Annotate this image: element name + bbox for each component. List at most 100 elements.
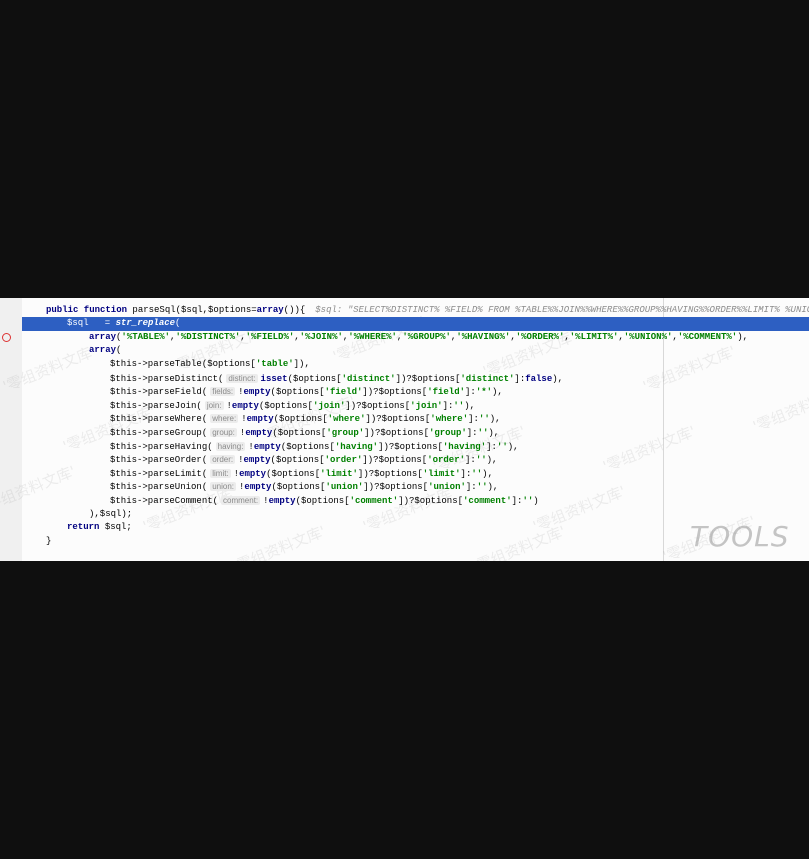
code-token: 'table' (255, 359, 294, 369)
code-line: */ (0, 298, 809, 304)
code-token: ])?$options[ (362, 455, 428, 466)
code-token: '%TABLE%' (121, 331, 171, 342)
code-token: ) (533, 496, 539, 506)
code-token: ])?$options[ (398, 496, 464, 506)
right-margin (663, 298, 664, 561)
breakpoint[interactable] (2, 333, 11, 342)
code-token: ])?$options[ (395, 373, 461, 384)
code-token: '%WHERE%' (348, 331, 397, 342)
code-token: $sql = (67, 318, 116, 329)
code-token: 'union' (325, 482, 364, 493)
code-token: , (672, 331, 678, 342)
code-token: ), (488, 428, 500, 438)
code-token: '' (522, 496, 534, 506)
code-token: ]: (465, 387, 476, 398)
code-line: $this->parseLimit(limit: !empty($options[… (0, 467, 809, 481)
parameter-hint: comment: (221, 496, 261, 505)
code-token: ! (263, 496, 269, 506)
parameter-hint: having: (215, 441, 246, 451)
code-token: ), (507, 441, 519, 452)
code-token: 'field' (324, 387, 363, 398)
code-token: $this->parseTable($options[ (110, 359, 256, 369)
code-token: ( (116, 331, 122, 342)
code-token: ])?$options[ (345, 400, 411, 411)
code-token: ), (492, 387, 503, 398)
code-token: ! (238, 455, 244, 466)
code-token: isset (260, 373, 288, 384)
code-token: '' (496, 441, 508, 452)
code-token: '%GROUP%' (402, 331, 451, 342)
code-line: $this->parseField(fields: !empty($options… (0, 385, 809, 399)
code-token: $sql; (104, 522, 132, 533)
code-token: ]: (511, 496, 523, 506)
code-token: */ (46, 298, 57, 301)
code-token: '%LIMIT%' (569, 331, 619, 342)
code-token: empty (253, 441, 281, 452)
code-token: 'join' (410, 400, 443, 411)
code-token: 'where' (430, 414, 469, 425)
code-token: 'group' (326, 428, 365, 438)
code-token: array (256, 304, 284, 315)
code-token: $this->parseLimit( (110, 468, 208, 479)
code-line: $this->parseGroup(group: !empty($options[… (0, 426, 809, 440)
code-token: ), (486, 455, 498, 466)
code-token: ]: (465, 482, 477, 493)
code-token: } (46, 535, 52, 546)
code-token: empty (244, 482, 272, 493)
code-line: $sql = str_replace( (22, 317, 809, 331)
code-token: , (240, 331, 246, 342)
code-token: '*' (475, 387, 493, 398)
code-token: ($options[ (258, 400, 313, 411)
code-line: $this->parseTable($options['table']), (0, 358, 809, 372)
code-token: false (525, 373, 553, 384)
code-token: '' (471, 468, 483, 479)
code-token: return (67, 522, 105, 533)
code-token: $this->parseDistinct( (110, 373, 224, 384)
code-token: '%JOIN%' (299, 331, 343, 342)
parameter-hint: join: (204, 400, 224, 410)
code-token: , (450, 331, 457, 342)
code-token: 'order' (324, 455, 363, 466)
code-token: str_replace (115, 318, 176, 329)
code-line: $this->parseDistinct(distinct: isset($opt… (0, 372, 809, 386)
code-token: , (170, 331, 176, 342)
code-token: '' (475, 455, 487, 466)
code-token: ])?$options[ (378, 441, 443, 452)
parameter-hint: where: (210, 414, 239, 424)
code-token: ]: (468, 414, 479, 425)
code-token: ($options[ (270, 455, 325, 466)
code-token: ! (238, 387, 244, 398)
code-token: $this->parseOrder( (110, 455, 208, 466)
code-token: $this->parseHaving( (110, 441, 213, 452)
code-token: ($options[ (280, 441, 335, 452)
parameter-hint: order: (210, 455, 236, 465)
code-token: ]: (466, 428, 478, 438)
code-token: ($options[ (270, 387, 325, 398)
code-token: , (342, 331, 349, 342)
code-token: ]: (465, 455, 476, 466)
code-token: array (89, 345, 117, 356)
code-token: ), (487, 482, 499, 493)
code-token: ), (489, 414, 501, 425)
code-line: $this->parseJoin(join: !empty($options['j… (0, 399, 809, 413)
code-token: '' (478, 414, 490, 425)
code-token: ]: (460, 468, 472, 479)
code-token: 'limit' (422, 468, 461, 479)
code-token: '%COMMENT%' (677, 331, 738, 342)
parameter-hint: fields: (210, 387, 236, 397)
code-token: , (510, 331, 516, 342)
code-token: ($options[ (271, 482, 326, 493)
code-token: '%DISTINCT%' (175, 331, 241, 342)
code-token: '' (476, 482, 488, 493)
code-line: array('%TABLE%','%DISTINCT%','%FIELD%','… (0, 331, 809, 345)
code-token: empty (243, 455, 271, 466)
logo: TOOLS (690, 520, 790, 553)
code-token: 'field' (427, 387, 465, 398)
code-line: $this->parseComment(comment: !empty($opti… (0, 494, 809, 508)
code-token: , (294, 331, 300, 342)
code-token: ])?$options[ (364, 428, 429, 438)
code-token: 'comment' (349, 496, 399, 506)
code-token: '' (453, 400, 465, 411)
code-token: ($options[ (272, 428, 327, 438)
